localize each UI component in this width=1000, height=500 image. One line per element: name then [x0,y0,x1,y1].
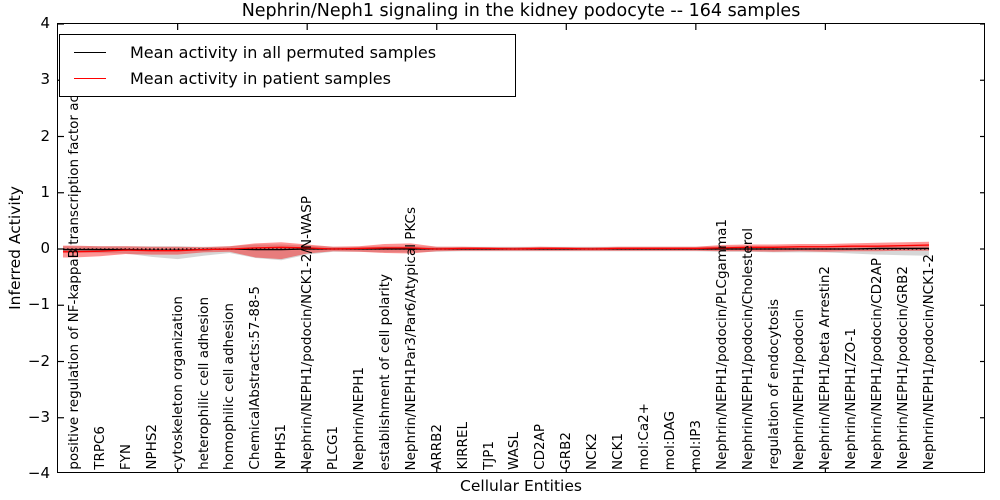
chart-title: Nephrin/Neph1 signaling in the kidney po… [241,1,801,21]
x-axis-tick-label: KIRREL [454,422,471,470]
patient-line-icon [74,78,106,80]
y-axis-tick-label: 4 [40,14,50,32]
patient-mean-line [63,244,930,253]
y-axis-tick-label: −2 [27,351,50,370]
x-axis-tick-label: TJP1 [480,441,497,470]
x-axis-tick-label: Nephrin/NEPH1/podocin/NCK1-2 [921,253,938,470]
plot-canvas [58,24,984,472]
x-axis-tick-label: Nephrin/NEPH1/ZO-1 [843,328,860,470]
y-axis-tick-label: −4 [27,464,50,482]
x-axis-tick-label: Nephrin/NEPH1/podocin/CD2AP [869,258,886,470]
legend-item-patient: Mean activity in patient samples [60,69,515,88]
x-axis-tick-label: NCK2 [584,433,601,470]
x-axis-tick-label: FYN [117,443,134,470]
x-axis-tick-label: establishment of cell polarity [376,273,393,470]
x-axis-tick-label: regulation of endocytosis [765,299,782,470]
x-axis-tick-label: NCK1 [610,433,627,470]
x-axis-tick-label: Nephrin/NEPH1/podocin/Cholesterol [739,227,756,470]
y-axis-tick-label: 2 [40,126,50,145]
x-axis-tick-label: positive regulation of NF-kappaB transcr… [66,61,82,470]
y-axis-tick-label: 1 [40,182,50,201]
y-axis-tick-label: −3 [27,407,50,426]
legend: Mean activity in all permuted samples Me… [59,34,516,97]
x-axis-tick-label: mol:Ca2+ [636,402,653,470]
y-axis-tick-label: 0 [40,239,50,257]
y-axis-tick-label: 3 [40,70,50,89]
x-axis-tick-label: NPHS1 [273,424,290,470]
permuted-line-icon [74,51,106,53]
x-axis-tick-label: PLCG1 [325,425,342,470]
legend-item-permuted: Mean activity in all permuted samples [60,43,515,62]
x-axis-tick-label: Nephrin/NEPH1 [351,366,367,470]
x-axis-tick-label: WASL [506,432,523,470]
patient-std-band [63,241,929,260]
x-axis-tick-label: Nephrin/NEPH1/podocin [791,308,808,470]
x-axis-tick-label: mol:DAG [661,410,678,470]
x-axis-tick-label: ChemicalAbstracts:57-88-5 [247,286,264,470]
x-axis-tick-label: heterophilic cell adhesion [195,297,212,470]
x-axis-tick-label: cytoskeleton organization [169,295,186,470]
x-axis-tick-label: mol:IP3 [687,419,704,470]
legend-label-patient: Mean activity in patient samples [130,69,391,89]
x-axis-title: Cellular Entities [460,477,582,495]
x-axis-tick-label: TRPC6 [91,426,108,470]
legend-label-permuted: Mean activity in all permuted samples [130,42,437,62]
y-axis-tick-label: −1 [27,295,50,314]
x-axis-tick-label: homophilic cell adhesion [221,302,238,470]
x-axis-tick-label: GRB2 [558,432,575,470]
x-axis-tick-label: Nephrin/NEPH1/podocin/PLCgamma1 [713,218,730,470]
x-axis-tick-label: ARRB2 [428,424,445,470]
x-axis-tick-label: Nephrin/NEPH1/beta Arrestin2 [817,265,834,470]
plot-area: positive regulation of NF-kappaB transcr… [57,23,985,473]
x-axis-tick-label: CD2AP [532,424,549,470]
x-axis-tick-label: Nephrin/NEPH1Par3/Par6/Atypical PKCs [402,206,419,471]
x-axis-tick-label: Nephrin/NEPH1/podocin/GRB2 [895,266,912,470]
x-axis-tick-label: Nephrin/NEPH1/podocin/NCK1-2/N-WASP [299,196,316,470]
x-axis-tick-label: NPHS2 [143,424,160,470]
